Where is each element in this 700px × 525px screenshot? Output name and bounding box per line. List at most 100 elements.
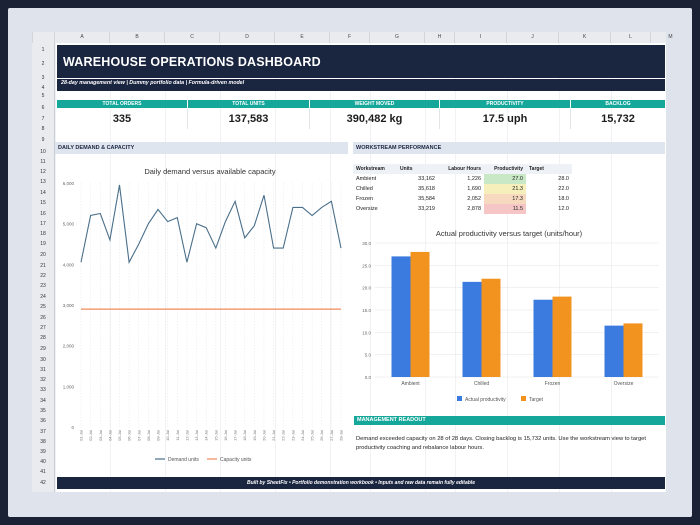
cell-workstream[interactable]: Oversize [356,206,378,212]
row-header-cell[interactable]: 26 [40,315,46,321]
row-header-cell[interactable]: 21 [40,263,46,269]
kpi-value-units[interactable]: 137,583 [188,109,310,129]
row-header-cell[interactable]: 33 [40,387,46,393]
cell-productivity[interactable]: 21.3 [484,184,526,194]
cell-target[interactable]: 12.0 [558,206,569,212]
row-header-cell[interactable]: 40 [40,459,46,465]
table-row[interactable]: Chilled 35,618 1,690 21.3 22.0 [353,184,572,194]
cell-units[interactable]: 35,618 [418,186,435,192]
row-header-cell[interactable]: 38 [40,439,46,445]
row-header-cell[interactable]: 5 [41,93,45,99]
row-header-cell[interactable]: 36 [40,418,46,424]
column-header-cell[interactable]: G [369,32,424,43]
cell-workstream[interactable]: Chilled [356,186,373,192]
cell-labour-hours[interactable]: 1,690 [467,186,481,192]
row-header-cell[interactable]: 30 [40,357,46,363]
y-tick-label: 3,000 [63,303,75,308]
row-header-cell[interactable]: 32 [40,377,46,383]
row-header-cell[interactable]: 8 [41,126,45,132]
column-header-cell[interactable] [32,32,54,43]
target-bar[interactable] [410,251,430,377]
row-header-cell[interactable]: 4 [41,85,45,91]
row-header-cell[interactable]: 7 [41,116,45,122]
row-header-cell[interactable]: 28 [40,335,46,341]
row-header-cell[interactable]: 6 [41,105,45,111]
actual-productivity-bar[interactable] [391,256,411,377]
row-header-cell[interactable]: 34 [40,398,46,404]
column-header-cell[interactable]: B [109,32,164,43]
row-header-cell[interactable]: 3 [41,75,45,81]
cell-productivity[interactable]: 17.3 [484,194,526,204]
column-header-cell[interactable]: J [506,32,558,43]
row-header-cell[interactable]: 13 [40,179,46,185]
cell-labour-hours[interactable]: 2,052 [467,196,481,202]
cell-target[interactable]: 18.0 [558,196,569,202]
cell-units[interactable]: 35,584 [418,196,435,202]
row-header-cell[interactable]: 35 [40,408,46,414]
cell-target[interactable]: 28.0 [558,176,569,182]
legend-label: Actual productivity [465,397,506,403]
cell-workstream[interactable]: Frozen [356,196,374,202]
row-header-cell[interactable]: 25 [40,304,46,310]
column-header-cell[interactable]: K [558,32,610,43]
actual-productivity-bar[interactable] [533,299,553,377]
row-header-cell[interactable]: 19 [40,241,46,247]
target-bar[interactable] [552,296,572,377]
row-header-cell[interactable]: 1 [41,47,45,53]
row-header-cell[interactable]: 22 [40,273,46,279]
row-header-cell[interactable]: 42 [40,480,46,486]
row-header-cell[interactable]: 29 [40,346,46,352]
row-header-cell[interactable]: 24 [40,294,46,300]
column-header-cell[interactable]: L [610,32,650,43]
row-header-cell[interactable]: 12 [40,169,46,175]
target-bar[interactable] [623,323,643,377]
x-tick-label: 11-Jul [175,430,180,441]
row-header-cell[interactable]: 31 [40,367,46,373]
column-header-cell[interactable]: E [274,32,329,43]
table-row[interactable]: Frozen 35,584 2,052 17.3 18.0 [353,194,572,204]
productivity-bar-chart[interactable]: 0.0 5.0 10.0 15.0 20.0 25.0 30.0 Ambient Chilled… [353,237,665,405]
row-header-cell[interactable]: 10 [40,149,46,155]
row-header-cell[interactable]: 17 [40,221,46,227]
row-header-cell[interactable]: 27 [40,325,46,331]
row-header-cell[interactable]: 18 [40,231,46,237]
table-row[interactable]: Ambient 33,162 1,226 27.0 28.0 [353,174,572,184]
demand-series-line[interactable] [80,184,342,265]
table-row[interactable]: Oversize 33,219 2,878 11.5 12.0 [353,204,572,214]
row-header-cell[interactable]: 37 [40,429,46,435]
row-header-cell[interactable]: 20 [40,252,46,258]
row-header-cell[interactable]: 41 [40,469,46,475]
demand-capacity-chart[interactable]: 0 1,000 2,000 3,000 4,000 5,000 6,000 01-Jul 02-… [55,177,350,467]
cell-target[interactable]: 22.0 [558,186,569,192]
row-header-cell[interactable]: 14 [40,190,46,196]
row-header-cell[interactable]: 16 [40,211,46,217]
kpi-value-weight[interactable]: 390,482 kg [310,109,440,129]
kpi-value-orders[interactable]: 335 [57,109,188,129]
column-header-cell[interactable]: F [329,32,369,43]
x-tick-label: 12-Jul [184,430,189,441]
target-bar[interactable] [481,278,501,377]
column-header-cell[interactable]: C [164,32,219,43]
actual-productivity-bar[interactable] [462,281,482,377]
row-header-cell[interactable]: 23 [40,283,46,289]
column-header-cell[interactable]: A [54,32,109,43]
column-header-cell[interactable]: H [424,32,454,43]
actual-productivity-bar[interactable] [604,325,624,377]
cell-units[interactable]: 33,162 [418,176,435,182]
cell-productivity[interactable]: 27.0 [484,174,526,184]
cell-labour-hours[interactable]: 2,878 [467,206,481,212]
row-header-cell[interactable]: 2 [41,61,45,67]
cell-units[interactable]: 33,219 [418,206,435,212]
cell-productivity[interactable]: 11.5 [484,204,526,214]
row-header-cell[interactable]: 11 [40,159,46,165]
column-header-cell[interactable]: I [454,32,506,43]
row-header-cell[interactable]: 39 [40,449,46,455]
column-header-cell[interactable]: M [650,32,690,43]
cell-workstream[interactable]: Ambient [356,176,377,182]
cell-labour-hours[interactable]: 1,226 [467,176,481,182]
column-header-cell[interactable]: D [219,32,274,43]
kpi-value-productivity[interactable]: 17.5 uph [440,109,571,129]
row-header-cell[interactable]: 15 [40,200,46,206]
row-header-cell[interactable]: 9 [41,137,45,143]
kpi-value-backlog[interactable]: 15,732 [601,113,635,125]
